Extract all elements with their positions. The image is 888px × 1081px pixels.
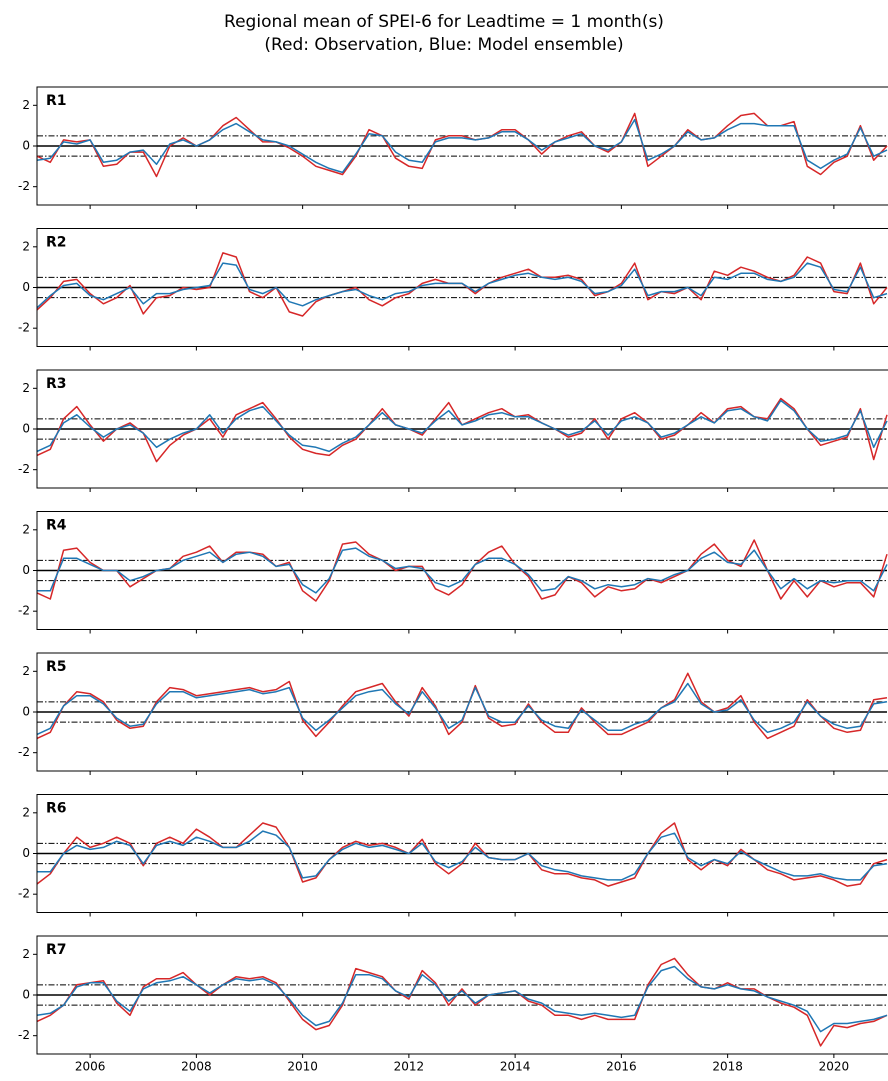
y-tick-label: -2 [18, 745, 30, 759]
panel-label: R1 [46, 93, 67, 109]
series-line [37, 547, 888, 594]
series-line [36, 252, 888, 317]
y-tick-label: 0 [22, 139, 30, 153]
y-tick-label: 0 [22, 422, 30, 436]
y-tick-label: 0 [22, 563, 30, 577]
x-tick-label: 2014 [500, 1060, 531, 1074]
panel: -2 0 2 R3 [18, 369, 888, 492]
y-tick-label: 0 [22, 988, 30, 1002]
series-line [36, 399, 888, 453]
series-line [36, 822, 888, 887]
series-line [36, 262, 888, 309]
y-tick-label: -2 [18, 1028, 30, 1042]
y-tick-label: 2 [22, 98, 30, 112]
x-tick-label: 2008 [181, 1060, 212, 1074]
y-tick-label: -2 [18, 604, 30, 618]
panel-label: R5 [46, 659, 67, 675]
x-tick-label: 2020 [819, 1060, 850, 1074]
panel: -2 0 2 R2 [18, 228, 888, 351]
x-tick-label: 2016 [606, 1060, 637, 1074]
y-tick-label: 2 [22, 522, 30, 536]
x-tick-label: 2018 [712, 1060, 743, 1074]
panel-label: R6 [46, 801, 67, 817]
panel: -2 0 2 R1 [18, 86, 888, 209]
series-line [36, 672, 888, 740]
series-line [36, 682, 888, 736]
series-line [36, 965, 888, 1033]
y-tick-label: 2 [22, 381, 30, 395]
panel-label: R3 [46, 376, 67, 392]
panel: -2 0 2 R5 [18, 652, 888, 775]
y-tick-label: 0 [22, 846, 30, 860]
y-tick-label: -2 [18, 462, 30, 476]
chart-title: Regional mean of SPEI-6 for Leadtime = 1… [224, 12, 664, 32]
panel-label: R7 [46, 942, 67, 958]
y-tick-label: 2 [22, 664, 30, 678]
series-line [36, 957, 888, 1047]
x-tick-label: 2006 [75, 1060, 106, 1074]
panel-label: R4 [46, 518, 67, 534]
y-tick-label: 2 [22, 947, 30, 961]
y-tick-label: -2 [18, 179, 30, 193]
y-tick-label: 2 [22, 239, 30, 253]
panel-label: R2 [46, 235, 67, 251]
y-tick-label: -2 [18, 887, 30, 901]
x-tick-label: 2010 [287, 1060, 318, 1074]
y-tick-label: -2 [18, 321, 30, 335]
series-line [36, 112, 888, 178]
panel: -2 0 2 R6 [18, 794, 888, 917]
panel: -2 0 2 R4 [18, 511, 888, 634]
series-line [36, 539, 888, 602]
chart-subtitle: (Red: Observation, Blue: Model ensemble) [264, 35, 623, 55]
y-tick-label: 0 [22, 705, 30, 719]
series-line [36, 397, 888, 463]
y-tick-label: 2 [22, 805, 30, 819]
series-line [37, 830, 888, 881]
series-line [36, 118, 888, 174]
panel: -2 0 2 2006 2008 2010 2012 2014 2016 2018 2020 R7 [18, 935, 888, 1074]
y-tick-label: 0 [22, 280, 30, 294]
x-tick-label: 2012 [394, 1060, 425, 1074]
